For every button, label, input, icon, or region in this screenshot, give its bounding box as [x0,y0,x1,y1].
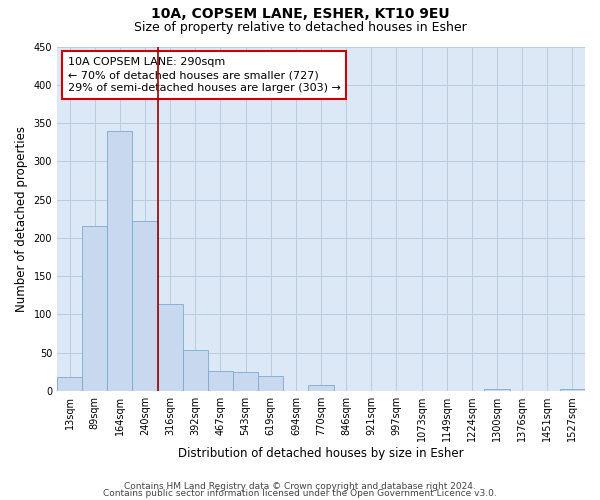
Text: 10A COPSEM LANE: 290sqm
← 70% of detached houses are smaller (727)
29% of semi-d: 10A COPSEM LANE: 290sqm ← 70% of detache… [68,57,340,93]
Text: 10A, COPSEM LANE, ESHER, KT10 9EU: 10A, COPSEM LANE, ESHER, KT10 9EU [151,8,449,22]
Bar [107,130,133,391]
Bar [133,221,158,391]
Bar [233,372,258,391]
Bar [57,377,82,391]
Text: Size of property relative to detached houses in Esher: Size of property relative to detached ho… [134,22,466,35]
Bar [308,385,334,391]
Bar [158,304,183,391]
X-axis label: Distribution of detached houses by size in Esher: Distribution of detached houses by size … [178,447,464,460]
Bar [183,350,208,391]
Bar [208,371,233,391]
Text: Contains HM Land Registry data © Crown copyright and database right 2024.: Contains HM Land Registry data © Crown c… [124,482,476,491]
Text: Contains public sector information licensed under the Open Government Licence v3: Contains public sector information licen… [103,489,497,498]
Bar [258,376,283,391]
Bar [560,388,585,391]
Bar [82,226,107,391]
Bar [484,388,509,391]
Y-axis label: Number of detached properties: Number of detached properties [15,126,28,312]
